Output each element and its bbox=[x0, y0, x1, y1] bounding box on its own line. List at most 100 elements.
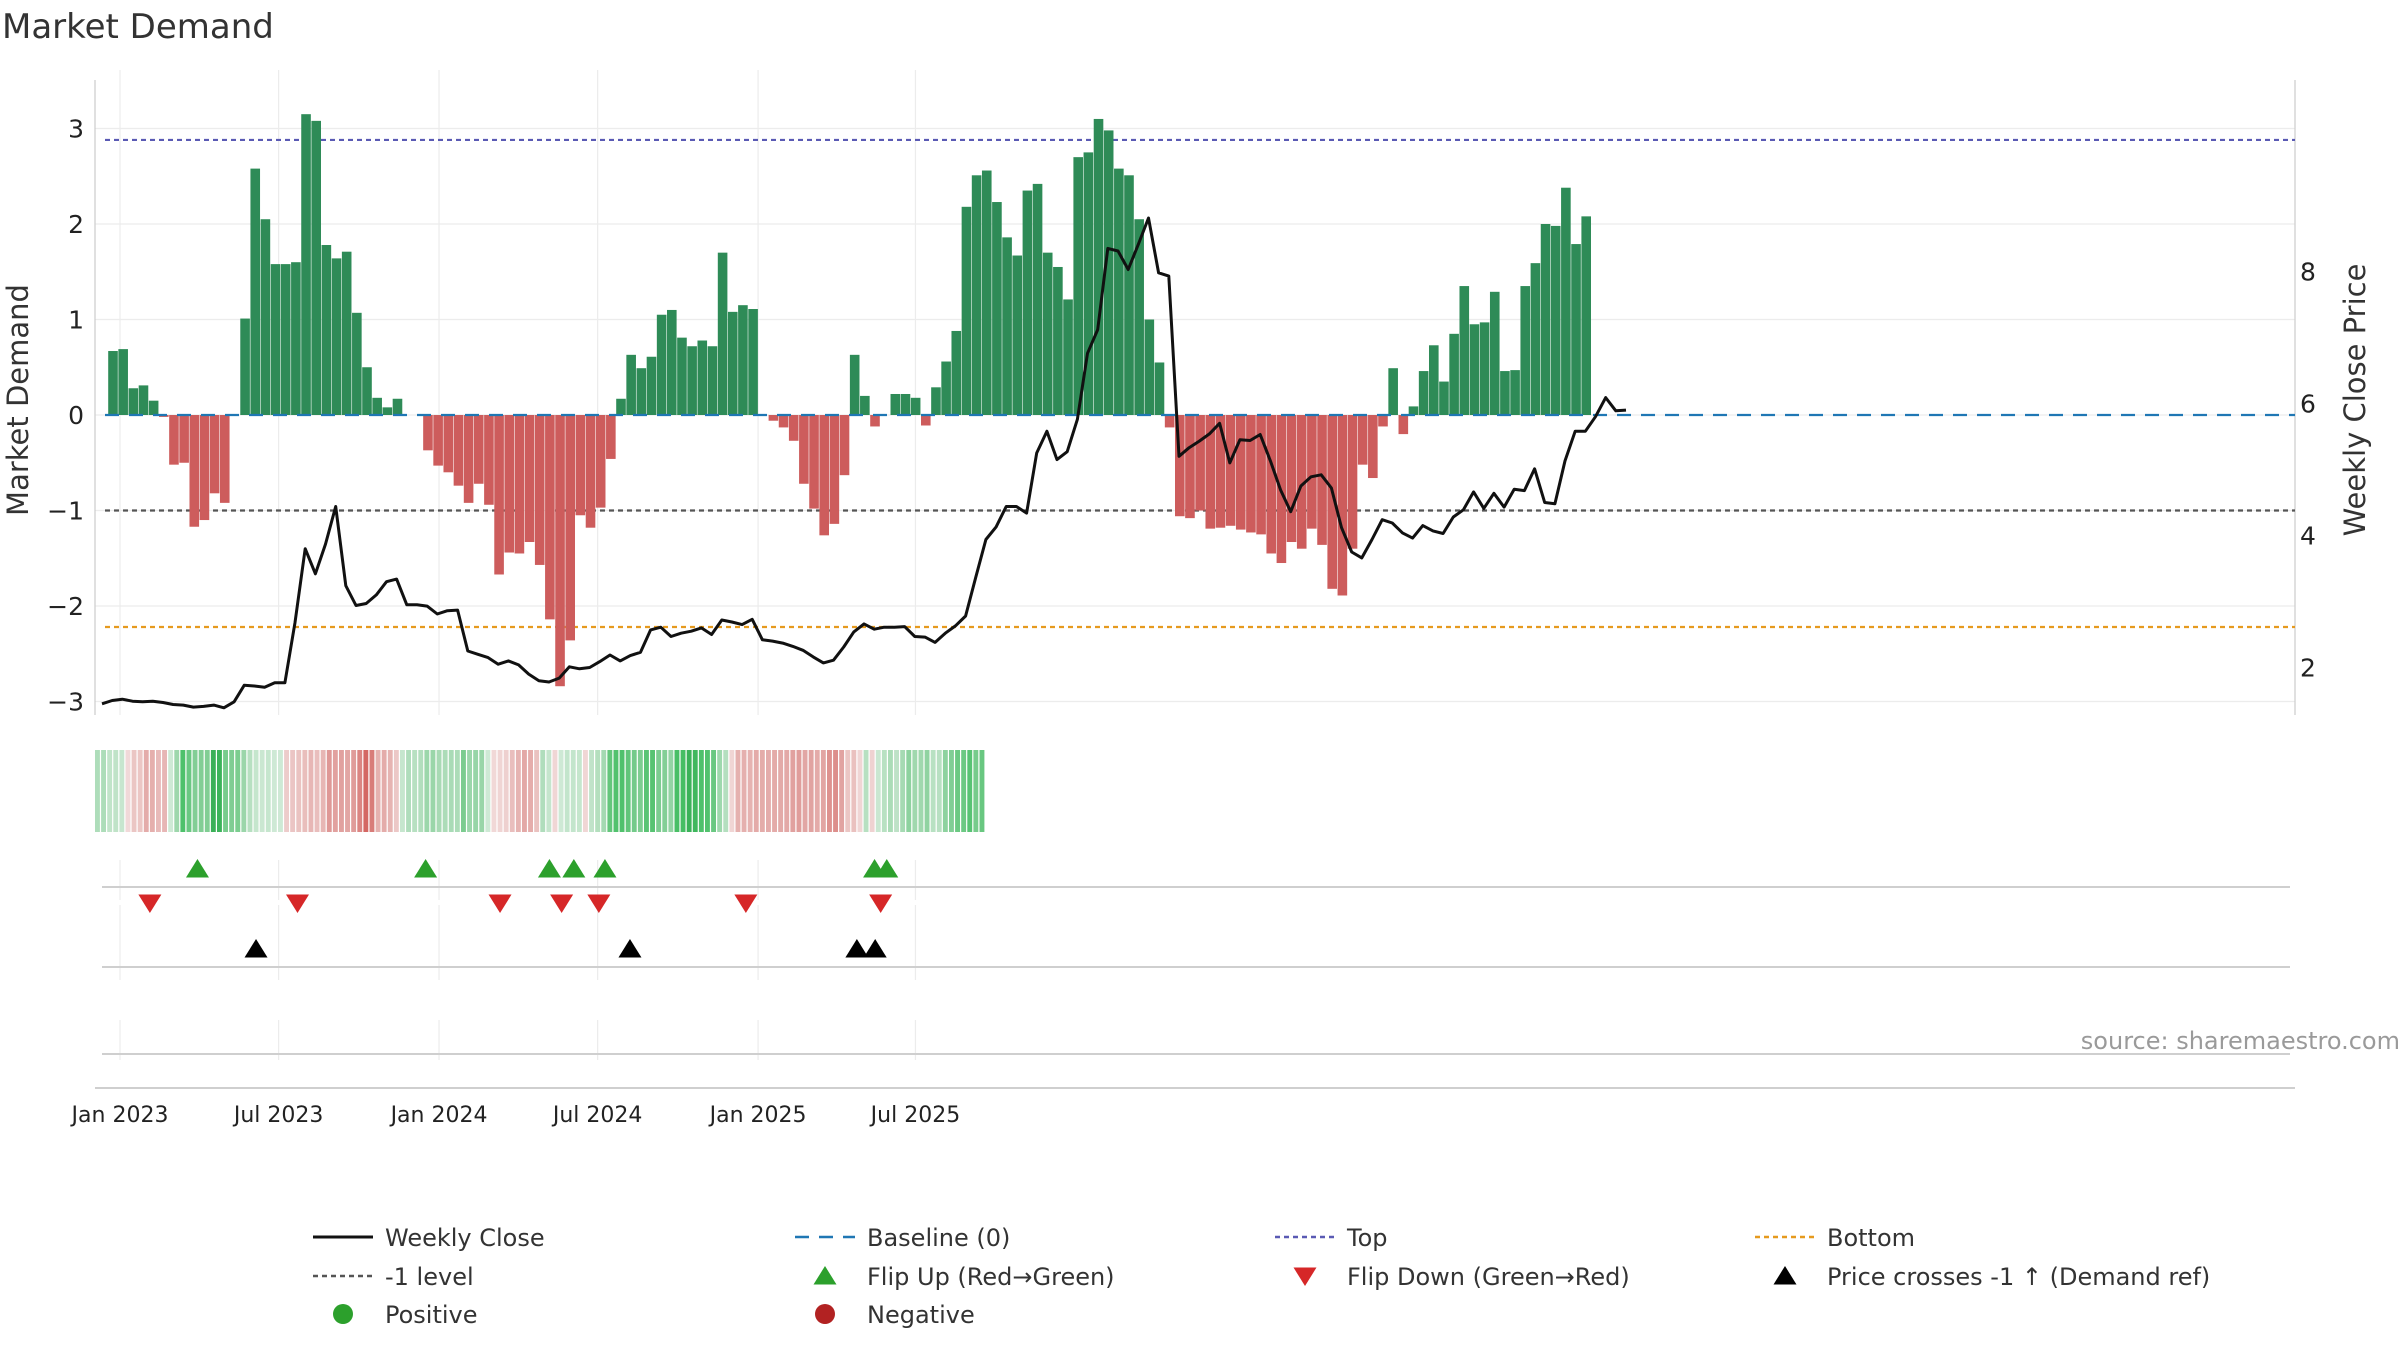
y-tick-right: 4 bbox=[2300, 522, 2316, 551]
heatmap-cell bbox=[552, 750, 558, 832]
demand-bar-positive bbox=[860, 395, 870, 415]
demand-bar-positive bbox=[1418, 371, 1429, 415]
demand-bar-positive bbox=[372, 397, 382, 415]
demand-bar-positive bbox=[717, 252, 728, 415]
demand-bar-negative bbox=[1185, 415, 1195, 519]
demand-bar-positive bbox=[392, 398, 403, 415]
heatmap-cell bbox=[753, 750, 759, 832]
chart-title: Market Demand bbox=[2, 7, 274, 47]
heatmap-cell bbox=[680, 750, 686, 832]
demand-bar-negative bbox=[606, 415, 616, 459]
heatmap-cell bbox=[631, 750, 637, 832]
heatmap-cell bbox=[509, 750, 515, 832]
heatmap-cell bbox=[400, 750, 405, 832]
demand-bar-positive bbox=[1042, 252, 1053, 415]
heatmap-cell bbox=[253, 750, 259, 832]
demand-bar-positive bbox=[1093, 118, 1104, 415]
legend-label-bottom: Bottom bbox=[1827, 1224, 1915, 1252]
heatmap-cell bbox=[741, 750, 747, 832]
demand-bar-positive bbox=[1002, 237, 1012, 415]
heatmap-cell bbox=[473, 750, 479, 832]
demand-bar-positive bbox=[677, 337, 687, 415]
demand-bar-positive bbox=[128, 388, 139, 415]
y-tick-left: 2 bbox=[68, 210, 84, 239]
y-tick-left: −2 bbox=[47, 592, 84, 621]
heatmap-cell bbox=[949, 750, 954, 832]
demand-bar-negative bbox=[463, 415, 474, 503]
demand-bar-positive bbox=[138, 385, 149, 415]
heatmap-cell bbox=[583, 750, 588, 832]
heatmap-cell bbox=[387, 750, 393, 832]
heatmap-cell bbox=[442, 750, 448, 832]
demand-bar-positive bbox=[1429, 345, 1439, 415]
heatmap-cell bbox=[918, 750, 924, 832]
heatmap-cell bbox=[656, 750, 662, 832]
y-tick-left: 3 bbox=[68, 115, 84, 144]
heatmap-cell bbox=[961, 750, 967, 832]
heatmap-cell bbox=[692, 750, 698, 832]
demand-bar-negative bbox=[819, 415, 829, 536]
flip-down-marker bbox=[488, 894, 512, 913]
heatmap-cell bbox=[326, 750, 332, 832]
demand-bar-positive bbox=[1154, 362, 1165, 415]
demand-bar-negative bbox=[1307, 415, 1317, 529]
heatmap-cell bbox=[174, 750, 180, 832]
heatmap-cell bbox=[546, 750, 552, 832]
flip-down-marker bbox=[587, 894, 611, 913]
demand-bar-negative bbox=[524, 415, 535, 543]
legend-label-top: Top bbox=[1346, 1224, 1388, 1252]
legend-label-price-cross: Price crosses -1 ↑ (Demand ref) bbox=[1827, 1263, 2210, 1291]
price-cross-marker bbox=[618, 939, 642, 958]
y-tick-right: 8 bbox=[2300, 258, 2316, 287]
heatmap-cell bbox=[95, 750, 100, 832]
heatmap-cell bbox=[497, 750, 503, 832]
demand-bar-positive bbox=[1144, 319, 1155, 415]
y-tick-left: 1 bbox=[68, 306, 84, 335]
heatmap-cell bbox=[668, 750, 674, 832]
heatmap-cell bbox=[784, 750, 790, 832]
heatmap-cell bbox=[576, 750, 582, 832]
heatmap-cell bbox=[339, 750, 344, 832]
x-tick-label: Jan 2023 bbox=[70, 1103, 169, 1128]
demand-bar-positive bbox=[291, 262, 301, 415]
heatmap-cell bbox=[747, 750, 753, 832]
heatmap-cell bbox=[851, 750, 857, 832]
heatmap-cell bbox=[705, 750, 710, 832]
heatmap-cell bbox=[357, 750, 363, 832]
flip-up-marker bbox=[562, 859, 586, 878]
heatmap-cell bbox=[881, 750, 887, 832]
demand-bar-positive bbox=[382, 407, 393, 415]
demand-bar-negative bbox=[514, 415, 525, 554]
legend-key-flip-up bbox=[813, 1266, 837, 1285]
heatmap-cell bbox=[363, 750, 369, 832]
heatmap-cell bbox=[796, 750, 802, 832]
demand-bar-positive bbox=[971, 175, 982, 415]
flip-down-marker bbox=[286, 894, 310, 913]
heatmap-cell bbox=[589, 750, 594, 832]
demand-bar-positive bbox=[118, 349, 128, 415]
demand-bar-negative bbox=[1164, 415, 1175, 428]
heatmap-cell bbox=[265, 750, 271, 832]
demand-bar-negative bbox=[1378, 415, 1388, 427]
demand-bar-positive bbox=[738, 305, 748, 415]
demand-bar-negative bbox=[809, 415, 819, 509]
demand-bar-negative bbox=[453, 415, 464, 486]
demand-bar-negative bbox=[1266, 415, 1277, 554]
demand-bar-positive bbox=[667, 309, 677, 415]
heatmap-cell bbox=[808, 750, 814, 832]
price-cross-marker bbox=[845, 939, 869, 958]
demand-bar-positive bbox=[636, 368, 647, 415]
demand-bar-negative bbox=[473, 415, 484, 484]
heatmap-cell bbox=[888, 750, 893, 832]
demand-bar-positive bbox=[1581, 216, 1591, 415]
demand-bar-positive bbox=[961, 206, 972, 415]
demand-bar-negative bbox=[1357, 415, 1368, 465]
demand-bar-positive bbox=[626, 354, 636, 415]
heatmap-cell bbox=[418, 750, 424, 832]
heatmap-cell bbox=[503, 750, 509, 832]
demand-bar-positive bbox=[1500, 371, 1510, 415]
heatmap-cell bbox=[625, 750, 631, 832]
demand-bar-negative bbox=[179, 415, 189, 463]
demand-bar-positive bbox=[1103, 130, 1114, 415]
demand-bar-negative bbox=[1195, 415, 1205, 511]
